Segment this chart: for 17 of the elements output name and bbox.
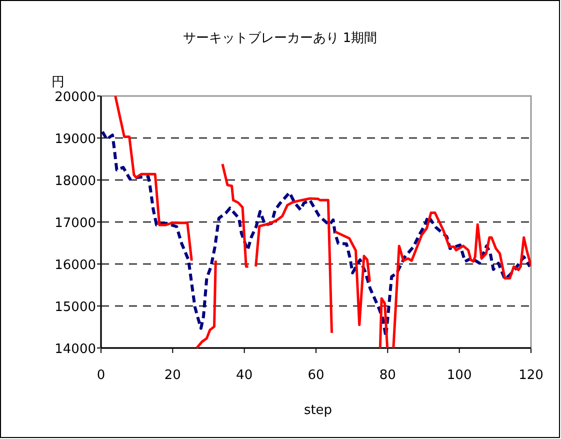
ytick: 18000 <box>54 174 96 189</box>
ytick: 15000 <box>54 300 96 315</box>
ytick: 17000 <box>54 216 96 231</box>
xtick: 60 <box>308 368 324 383</box>
ytick: 14000 <box>54 342 96 357</box>
xtick: 80 <box>379 368 396 383</box>
ytick: 16000 <box>54 258 96 273</box>
xlabel: step <box>304 403 332 418</box>
xtick: 100 <box>446 368 472 383</box>
xtick: 40 <box>236 368 253 383</box>
xtick: 0 <box>96 368 106 383</box>
ylabel: 円 <box>52 75 64 90</box>
xtick: 20 <box>164 368 181 383</box>
xtick: 120 <box>518 368 544 383</box>
ytick: 20000 <box>54 90 96 105</box>
title: サーキットブレーカーあり 1期間 <box>182 31 378 46</box>
ytick: 19000 <box>54 132 96 147</box>
